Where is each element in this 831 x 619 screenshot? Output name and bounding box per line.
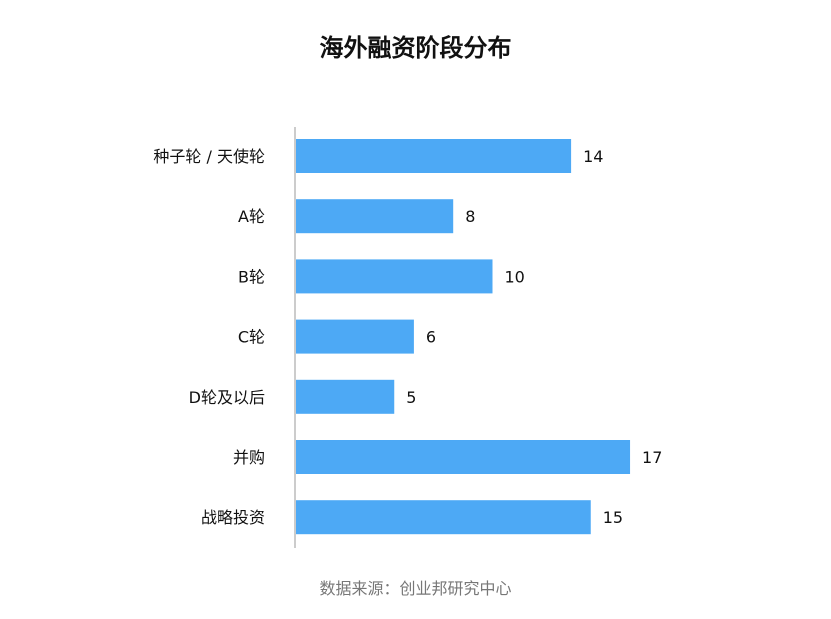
- value-label: 8: [465, 207, 475, 226]
- bar: [296, 440, 631, 474]
- value-label: 5: [406, 388, 416, 407]
- value-label: 6: [426, 328, 436, 347]
- category-label: D轮及以后: [189, 388, 265, 407]
- bar: [296, 319, 414, 354]
- category-label: A轮: [238, 207, 265, 226]
- value-label: 10: [505, 267, 525, 286]
- source-note: 数据来源：创业邦研究中心: [319, 579, 512, 598]
- bar: [296, 199, 454, 234]
- bar: [296, 379, 395, 414]
- value-label: 15: [603, 508, 623, 527]
- bar: [296, 500, 591, 535]
- bar: [296, 259, 493, 294]
- value-label: 17: [642, 448, 662, 467]
- chart-title: 海外融资阶段分布: [319, 34, 512, 62]
- category-label: 并购: [233, 448, 265, 467]
- value-label: 14: [583, 147, 603, 166]
- category-label: C轮: [238, 328, 265, 347]
- category-label: 种子轮 / 天使轮: [153, 147, 265, 166]
- category-label: 战略投资: [201, 508, 265, 527]
- category-label: B轮: [238, 267, 265, 286]
- bar: [296, 139, 572, 173]
